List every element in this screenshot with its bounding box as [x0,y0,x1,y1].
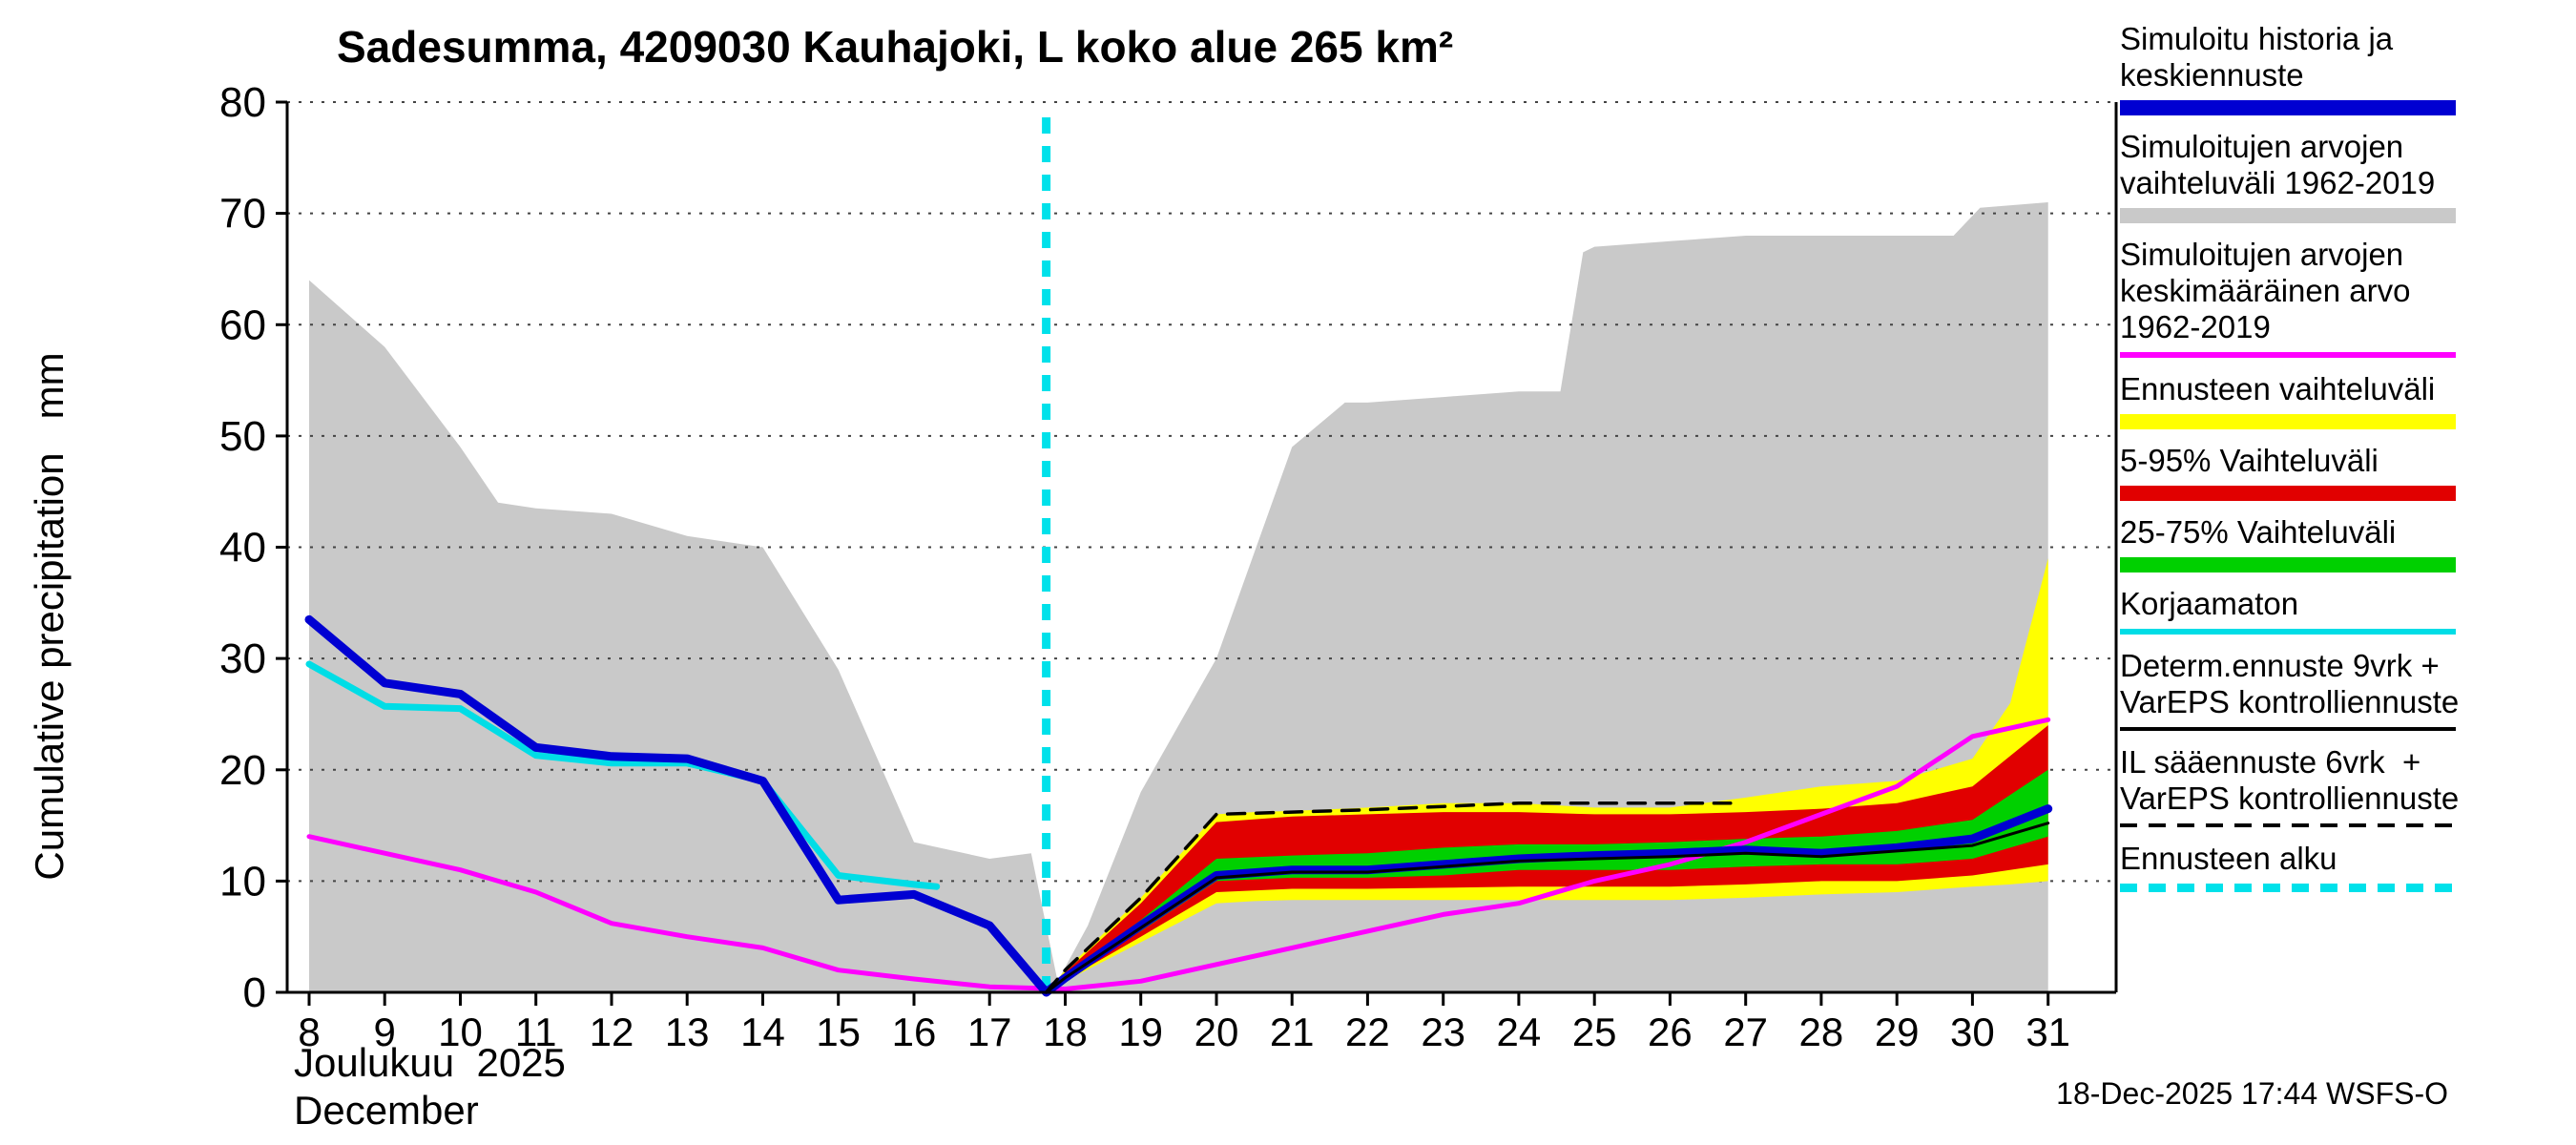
x-tick-label-31: 31 [2025,1010,2070,1054]
x-tick-label-25: 25 [1572,1010,1617,1054]
legend-sample-forecast-range [2120,414,2456,429]
x-tick-label-17: 17 [967,1010,1012,1054]
x-tick-label-24: 24 [1497,1010,1542,1054]
x-tick-label-10: 10 [438,1010,483,1054]
legend-label: Determ.ennuste 9vrk + [2120,648,2440,683]
x-tick-label-16: 16 [892,1010,937,1054]
x-tick-label-11: 11 [515,1010,557,1054]
legend-label: 1962-2019 [2120,309,2271,344]
line-simulated-mean-1962-2019 [306,717,2051,991]
x-tick-label-8: 8 [298,1010,320,1054]
x-tick-label-18: 18 [1043,1010,1088,1054]
legend-sample-range-5-95 [2120,486,2456,501]
x-tick-label-14: 14 [740,1010,785,1054]
legend-label: vaihteluväli 1962-2019 [2120,165,2436,200]
legend-label: keskimääräinen arvo [2120,273,2411,308]
legend-item-sim-mean: Simuloitujen arvojen keskimääräinen arvo 1… [2120,237,2456,358]
legend-item-range-25-75: 25-75% Vaihteluväli [2120,514,2456,572]
x-tick-label-27: 27 [1723,1010,1768,1054]
x-tick-label-29: 29 [1875,1010,1920,1054]
y-tick-label-30: 30 [219,635,266,682]
timestamp-watermark: 18-Dec-2025 17:44 WSFS-O [2056,1076,2448,1111]
x-tick-label-15: 15 [816,1010,861,1054]
y-tick-label-20: 20 [219,747,266,794]
legend-label: Simuloitu historia ja [2120,21,2394,56]
x-tick-label-12: 12 [590,1010,634,1054]
x-tick-label-30: 30 [1950,1010,1995,1054]
band-history-range-1962-2019 [309,202,2048,992]
x-tick-label-22: 22 [1345,1010,1390,1054]
legend-sample-sim-range [2120,208,2456,223]
x-axis-label-english: December [294,1088,479,1133]
x-tick-label-13: 13 [665,1010,710,1054]
legend-sample-sim-mean [2120,352,2456,358]
y-tick-label-50: 50 [219,413,266,460]
legend-label: Simuloitujen arvojen [2120,129,2404,164]
line-simulated-history-and-mean-forecast [304,614,2053,997]
line-deterministic-forecast [1045,822,2050,994]
legend-item-il-forecast: IL sääennuste 6vrk + VarEPS kontrolliennu… [2120,744,2460,827]
legend-sample-range-25-75 [2120,557,2456,572]
legend-item-sim-range: Simuloitujen arvojen vaihteluväli 1962-20… [2120,129,2456,223]
legend-item-forecast-start: Ennusteen alku [2120,841,2456,892]
y-tick-label-40: 40 [219,525,266,572]
legend-sample-forecast-start [2120,884,2456,892]
y-axis-label: Cumulative precipitation mm [27,352,72,881]
legend-item-determ-forecast: Determ.ennuste 9vrk + VarEPS kontrollienn… [2120,648,2460,731]
legend-label: VarEPS kontrolliennuste [2120,781,2460,816]
legend-sample-determ-forecast [2120,727,2456,731]
legend-item-range-5-95: 5-95% Vaihteluväli [2120,443,2456,501]
x-axis-label-finnish: Joulukuu 2025 [294,1040,566,1085]
y-tick-label-60: 60 [219,302,266,348]
legend-sample-sim-history-mean-forecast [2120,100,2456,115]
x-tick-label-23: 23 [1421,1010,1465,1054]
legend-label: Korjaamaton [2120,586,2299,621]
chart-title: Sadesumma, 4209030 Kauhajoki, L koko alu… [337,22,1454,72]
legend-label: 25-75% Vaihteluväli [2120,514,2397,550]
legend-sample-uncorrected [2120,629,2456,635]
legend-item-uncorrected: Korjaamaton [2120,586,2456,635]
legend-sample-il-forecast [2120,823,2456,827]
y-tick-label-0: 0 [243,969,266,1016]
y-tick-label-80: 80 [219,79,266,126]
x-tick-label-26: 26 [1648,1010,1693,1054]
legend-item-forecast-range: Ennusteen vaihteluväli [2120,371,2456,429]
x-tick-label-9: 9 [374,1010,396,1054]
legend-label: Simuloitujen arvojen [2120,237,2404,272]
legend-label: keskiennuste [2120,57,2304,93]
legend-label: 5-95% Vaihteluväli [2120,443,2379,478]
legend: Simuloitu historia ja keskiennuste Simuloi… [2120,21,2460,906]
legend-label: Ennusteen alku [2120,841,2337,876]
x-tick-label-28: 28 [1799,1010,1844,1054]
y-tick-label-10: 10 [219,858,266,905]
line-uncorrected [305,660,941,890]
y-tick-label-70: 70 [219,191,266,238]
x-tick-label-19: 19 [1118,1010,1163,1054]
legend-item-sim-history-mean-forecast: Simuloitu historia ja keskiennuste [2120,21,2456,115]
legend-label: IL sääennuste 6vrk + [2120,744,2421,780]
line-il-weather-forecast [1044,801,1733,994]
x-tick-label-21: 21 [1270,1010,1315,1054]
legend-label: VarEPS kontrolliennuste [2120,684,2460,719]
x-tick-label-20: 20 [1195,1010,1239,1054]
legend-label: Ennusteen vaihteluväli [2120,371,2436,406]
